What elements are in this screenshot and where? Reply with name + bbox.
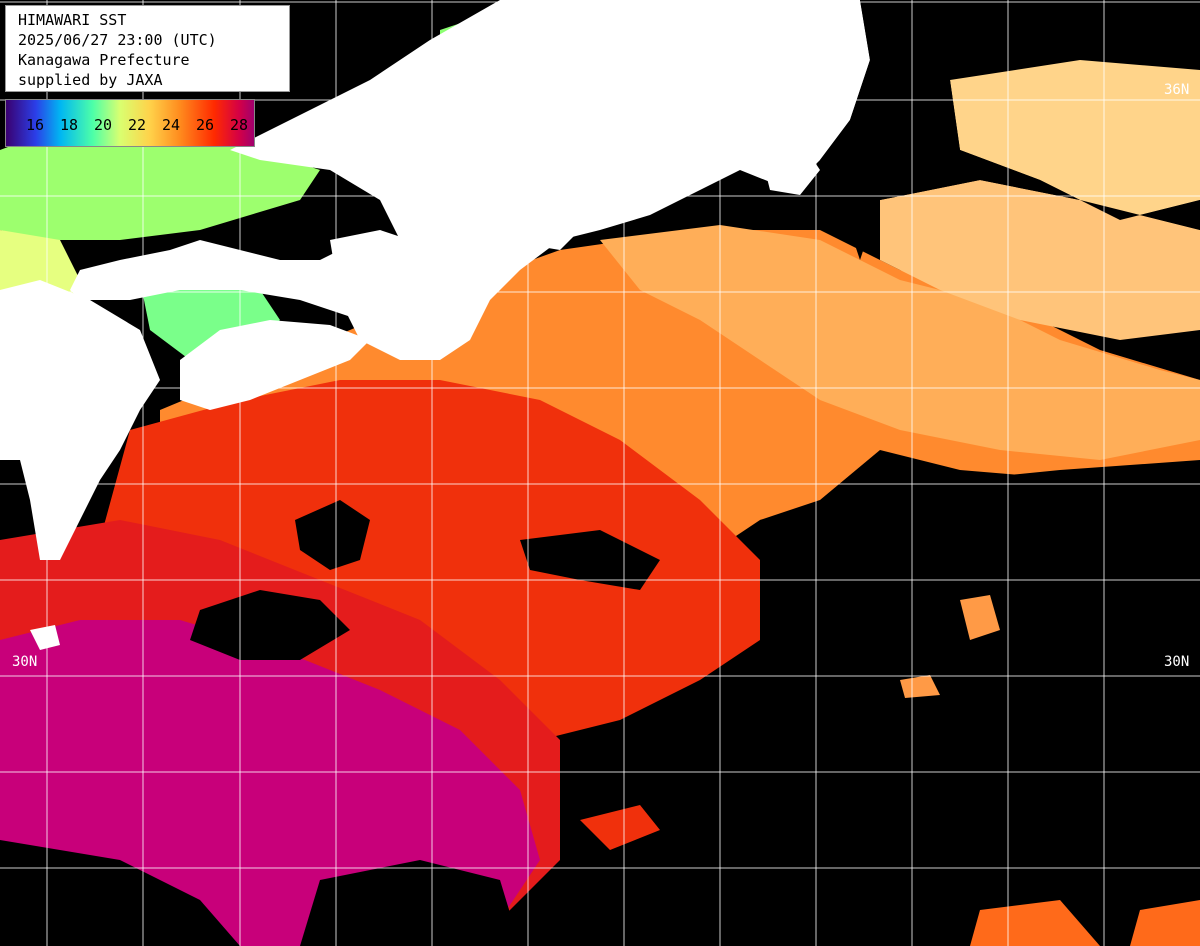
image-info-box: HIMAWARI SST 2025/06/27 23:00 (UTC) Kana… [5,5,290,92]
credit-label: supplied by JAXA [18,71,163,89]
lat-label-30n-right: 30N [1164,654,1190,670]
land-kyushu [0,280,160,560]
region-label: Kanagawa Prefecture [18,51,190,69]
cloud-gap-mid [520,530,660,590]
cloud-gap-southwest [0,840,240,946]
product-title: HIMAWARI SST [18,11,127,29]
land-izu [520,205,580,250]
legend-tick: 24 [162,116,181,134]
legend-tick: 22 [128,116,147,134]
legend-tick: 26 [196,116,215,134]
legend-tick: 16 [26,116,45,134]
observation-datetime: 2025/06/27 23:00 (UTC) [18,31,217,49]
patch-east-3 [970,900,1100,946]
lat-label-36n-right: 36N [1164,82,1190,98]
legend-ticks: 16 18 20 22 24 26 28 [26,115,264,135]
land-kii-peninsula [330,230,470,360]
land-tanegashima [30,625,60,650]
legend-tick: 18 [60,116,79,134]
sst-color-legend: 16 18 20 22 24 26 28 [5,99,255,147]
lat-label-30n-left: 30N [12,654,38,670]
cloud-gap-center [295,500,370,570]
land-honshu [70,0,870,340]
patch-south-1 [580,805,660,850]
cloud-gap-southcentral [300,860,520,946]
patch-east-2 [900,675,940,698]
cloud-gap-south [190,590,350,660]
legend-tick: 20 [94,116,113,134]
patch-east-1 [960,595,1000,640]
sea-light-orange [600,225,1200,460]
sea-red-band [100,380,760,740]
cloud-gap-northeast [820,0,1200,260]
legend-tick: 28 [230,116,249,134]
patch-east-4 [1130,900,1200,946]
land-boso [760,140,820,195]
